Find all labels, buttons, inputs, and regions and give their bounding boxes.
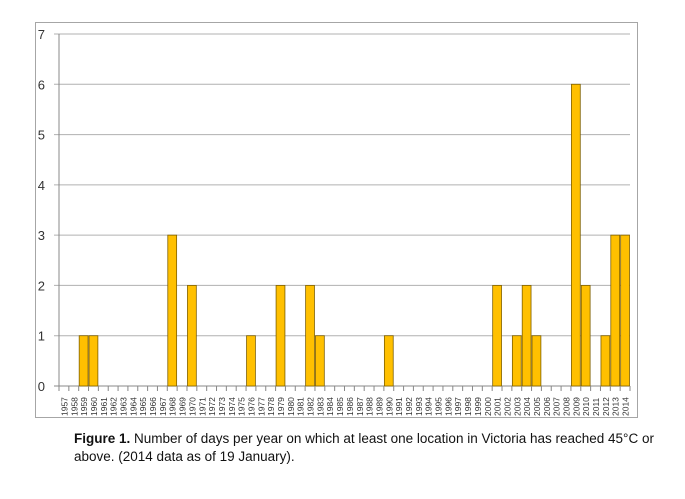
x-tick-label: 1987: [355, 397, 365, 416]
bar-2001: [492, 285, 502, 387]
x-tick-label: 1966: [148, 397, 158, 416]
bar-1976: [246, 335, 256, 387]
x-tick-label: 1988: [365, 397, 375, 416]
x-tick-label: 1986: [345, 397, 355, 416]
y-tick-label: 6: [38, 77, 45, 92]
bar-1990: [383, 335, 394, 387]
x-tick-label: 1992: [404, 397, 414, 416]
x-tick-label: 1995: [434, 397, 444, 416]
x-tick-label: 2006: [542, 397, 552, 416]
x-tick-label: 1972: [207, 397, 217, 416]
bar-1982: [305, 285, 315, 387]
x-tick-label: 1967: [158, 397, 168, 416]
x-tick-label: 1984: [325, 397, 335, 416]
figure-caption: Figure 1. Number of days per year on whi…: [74, 430, 674, 466]
x-tick-label: 1983: [315, 397, 325, 416]
x-tick-label: 1958: [69, 397, 79, 416]
y-tick-label: 4: [38, 178, 45, 193]
x-tick-label: 1961: [99, 397, 109, 416]
bar-1979: [275, 285, 286, 387]
x-tick-label: 1982: [306, 397, 316, 416]
bar-2010: [580, 285, 591, 387]
bar-1959: [78, 335, 89, 387]
figure-caption-text: Number of days per year on which at leas…: [74, 431, 654, 464]
y-tick-label: 1: [38, 329, 45, 344]
x-tick-label: 2001: [493, 397, 503, 416]
x-tick-label: 1997: [453, 397, 463, 416]
x-tick-label: 1964: [128, 397, 138, 416]
y-tick-label: 5: [38, 128, 45, 143]
x-tick-label: 1968: [168, 397, 178, 416]
bar-2005: [531, 335, 542, 387]
x-tick-label: 1991: [394, 397, 404, 416]
x-tick-label: 2002: [502, 397, 512, 416]
x-tick-label: 1965: [138, 397, 148, 416]
x-tick-label: 1975: [237, 397, 247, 416]
x-tick-label: 1990: [384, 397, 394, 416]
bar-2013: [610, 234, 621, 387]
x-tick-label: 1959: [79, 397, 89, 416]
x-tick-label: 1978: [266, 397, 276, 416]
x-tick-label: 1957: [59, 397, 69, 416]
x-tick-label: 1993: [414, 397, 424, 416]
x-tick-label: 1976: [246, 397, 256, 416]
bar-2014: [620, 234, 630, 387]
y-tick-label: 7: [38, 27, 45, 42]
x-tick-label: 1989: [374, 397, 384, 416]
bar-chart: 0 1 2 3 4 5 6 7 1957 1958 1959 1960 1961 1962 1963 1964…: [38, 27, 631, 416]
x-tick-label: 2004: [522, 397, 532, 416]
x-tick-label: 1974: [227, 397, 237, 416]
x-tick-label: 2003: [512, 397, 522, 416]
bar-2003: [511, 335, 522, 387]
y-tick-label: 0: [38, 379, 45, 394]
x-tick-label: 1970: [187, 397, 197, 416]
x-tick-label: 1962: [109, 397, 119, 416]
x-tick-label: 2014: [621, 397, 631, 416]
x-tick-label: 2013: [611, 397, 621, 416]
x-tick-label: 1971: [197, 397, 207, 416]
x-tick-label: 2011: [591, 397, 601, 416]
bar-2009: [571, 83, 581, 387]
x-tick-label: 1963: [118, 397, 128, 416]
y-tick-label: 2: [38, 278, 45, 293]
x-tick-label: 1973: [217, 397, 227, 416]
x-tick-label: 2005: [532, 397, 542, 416]
x-tick-label: 1980: [286, 397, 296, 416]
x-tick-label: 1985: [335, 397, 345, 416]
y-tick-label: 3: [38, 228, 45, 243]
x-tick-label: 2012: [601, 397, 611, 416]
x-tick-label: 1981: [296, 397, 306, 416]
bar-1960: [88, 335, 99, 387]
x-tick-label: 1994: [424, 397, 434, 416]
figure-label: Figure 1.: [74, 431, 131, 446]
x-tick-label: 1969: [178, 397, 188, 416]
x-tick-label: 2008: [562, 397, 572, 416]
x-tick-label: 2000: [483, 397, 493, 416]
x-tick-label: 1977: [256, 397, 266, 416]
bar-1970: [187, 285, 197, 387]
bar-2004: [521, 285, 532, 387]
x-tick-label: 2010: [581, 397, 591, 416]
bar-2012: [600, 335, 611, 387]
x-tick-label: 1999: [473, 397, 483, 416]
x-tick-label: 1979: [276, 397, 286, 416]
x-tick-label: 1996: [443, 397, 453, 416]
chart-frame: [35, 22, 638, 418]
x-tick-label: 1998: [463, 397, 473, 416]
x-tick-label: 1960: [89, 397, 99, 416]
x-tick-label: 2009: [571, 397, 581, 416]
x-tick-label: 2007: [552, 397, 562, 416]
bar-1983: [315, 335, 325, 387]
bar-1968: [167, 234, 178, 387]
